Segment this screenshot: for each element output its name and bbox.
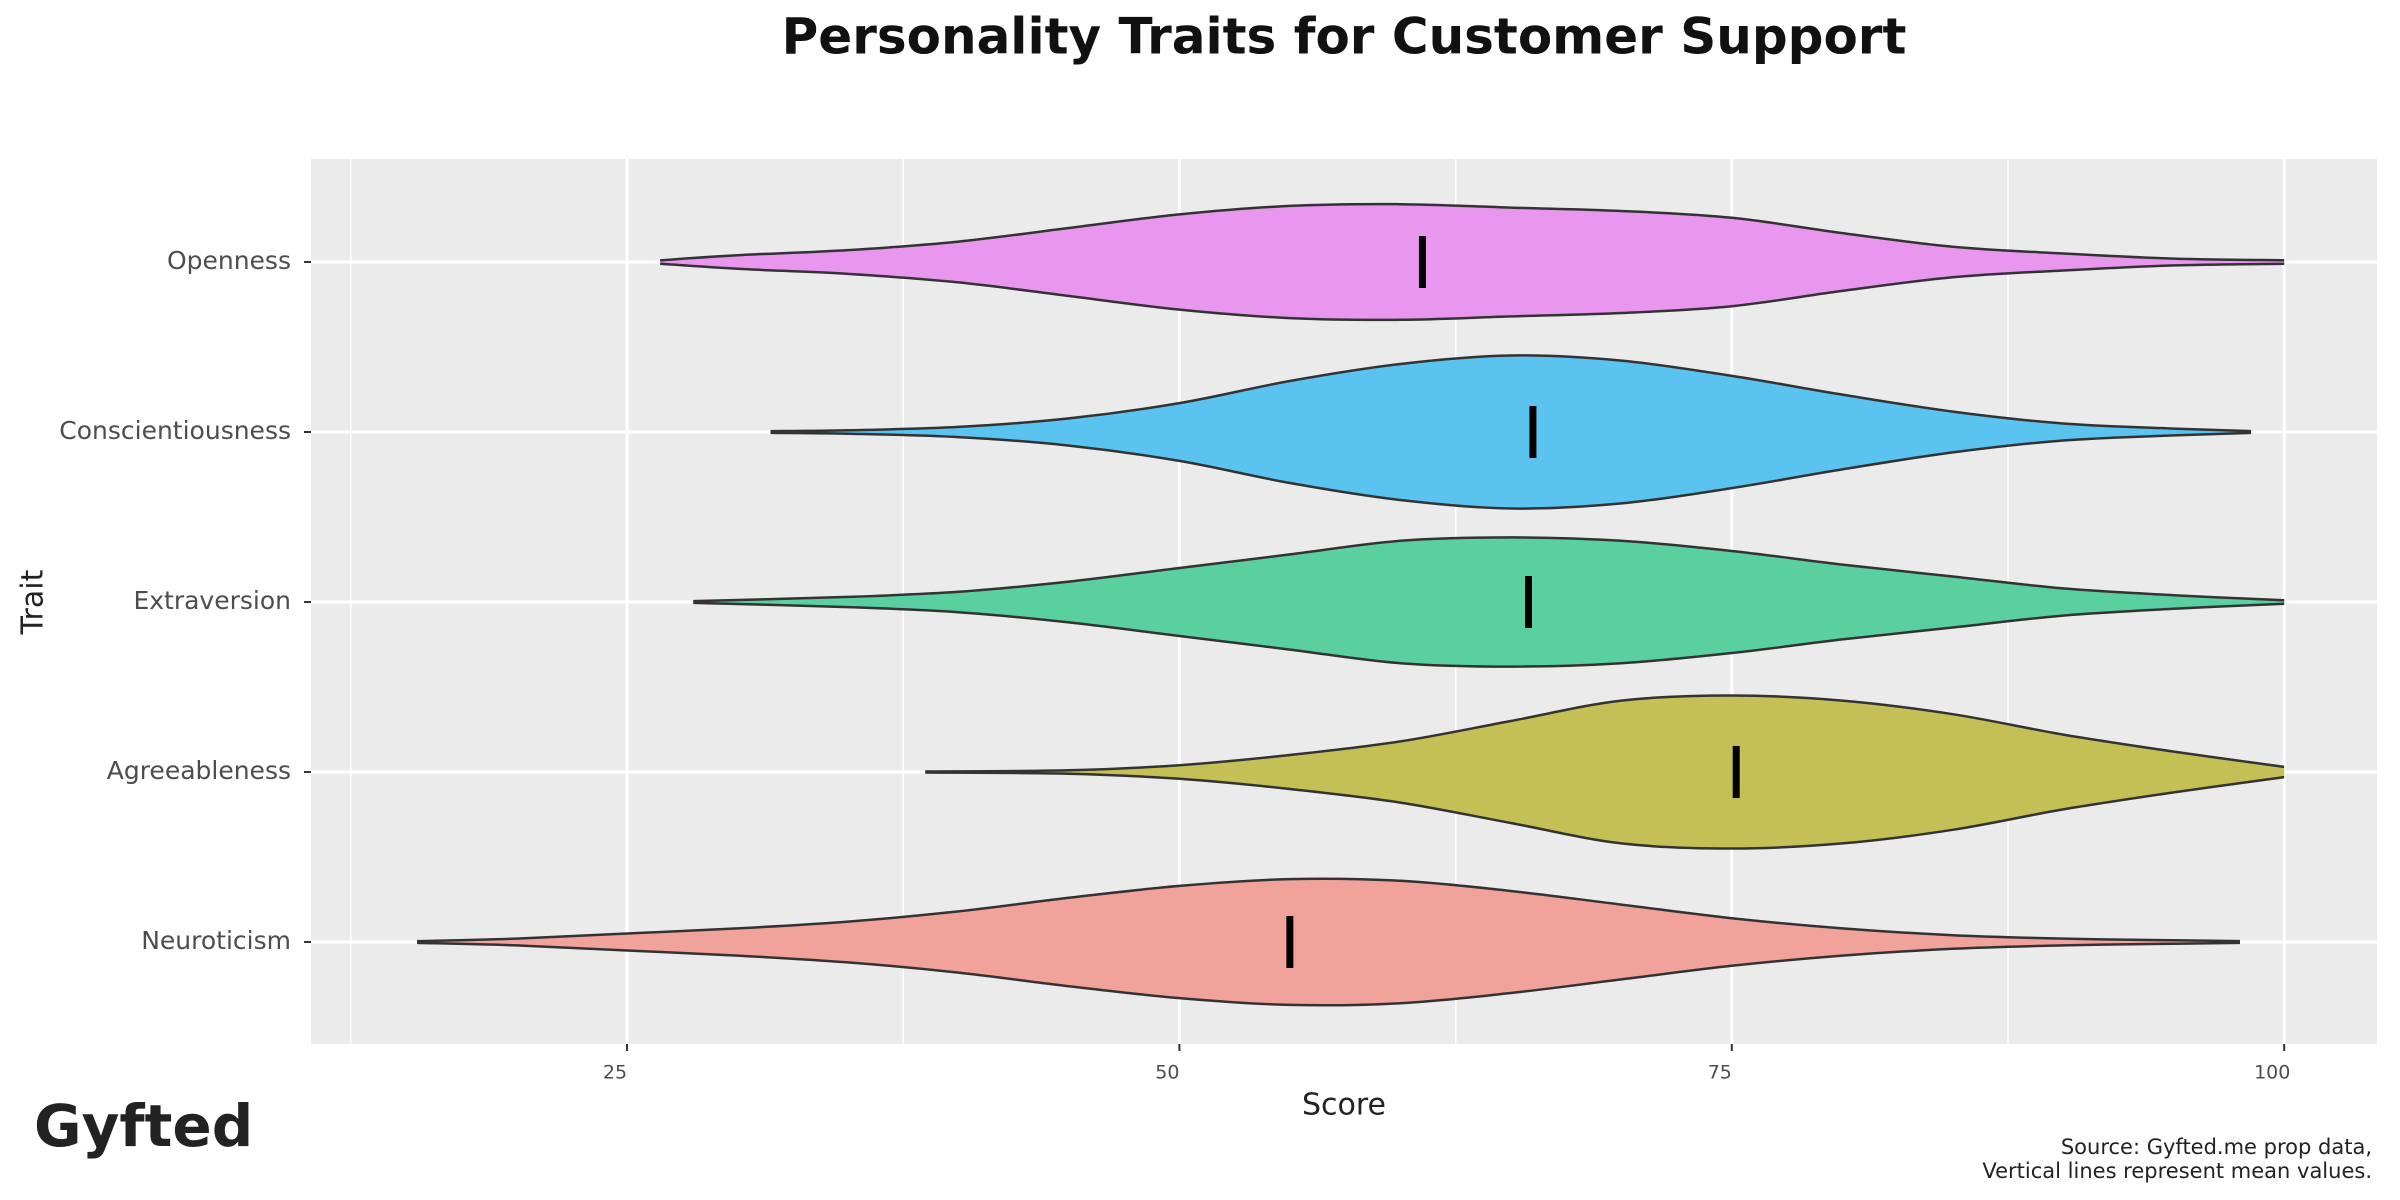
violin-half-fill: [693, 602, 2285, 667]
violin-half-fill: [770, 432, 2252, 509]
x-axis-label: Score: [1302, 1088, 1386, 1123]
chart-title: Personality Traits for Customer Support: [782, 8, 1907, 66]
caption: Vertical lines represent mean values.: [1982, 1159, 2372, 1183]
violin-outline: [925, 694, 2285, 773]
violin-outline: [770, 431, 2252, 510]
violin-half-fill: [417, 942, 2241, 1006]
violin-outline: [693, 601, 2285, 668]
violin-outline: [417, 941, 2241, 1007]
violin-outline: [770, 354, 2252, 433]
y-tick-label: Extraversion: [133, 586, 291, 615]
y-tick-label: Agreeableness: [107, 756, 291, 785]
violin-outline: [693, 536, 2285, 603]
violin-half-fill: [925, 772, 2285, 849]
violin-half-fill: [770, 355, 2252, 432]
brand-logo: Gyfted: [34, 1092, 253, 1160]
y-tick-label: Neuroticism: [141, 926, 291, 955]
x-tick-label: 50: [1155, 1062, 1179, 1084]
caption: Source: Gyfted.me prop data,: [2061, 1135, 2372, 1159]
violin-half-fill: [417, 878, 2241, 942]
x-tick-label: 100: [2254, 1062, 2290, 1084]
x-tick-label: 75: [1708, 1062, 1732, 1084]
violin-outline: [660, 202, 2285, 262]
violin-half-fill: [660, 204, 2285, 262]
y-tick-label: Conscientiousness: [59, 416, 291, 445]
y-axis-label: Trait: [16, 569, 51, 635]
violin-outline: [925, 771, 2285, 850]
violin-half-fill: [925, 695, 2285, 772]
x-tick-label: 25: [603, 1062, 627, 1084]
y-tick-label: Openness: [167, 246, 291, 275]
violin-outline: [417, 877, 2241, 943]
violin-outline: [660, 262, 2285, 322]
violin-half-fill: [660, 262, 2285, 320]
violin-half-fill: [693, 537, 2285, 602]
